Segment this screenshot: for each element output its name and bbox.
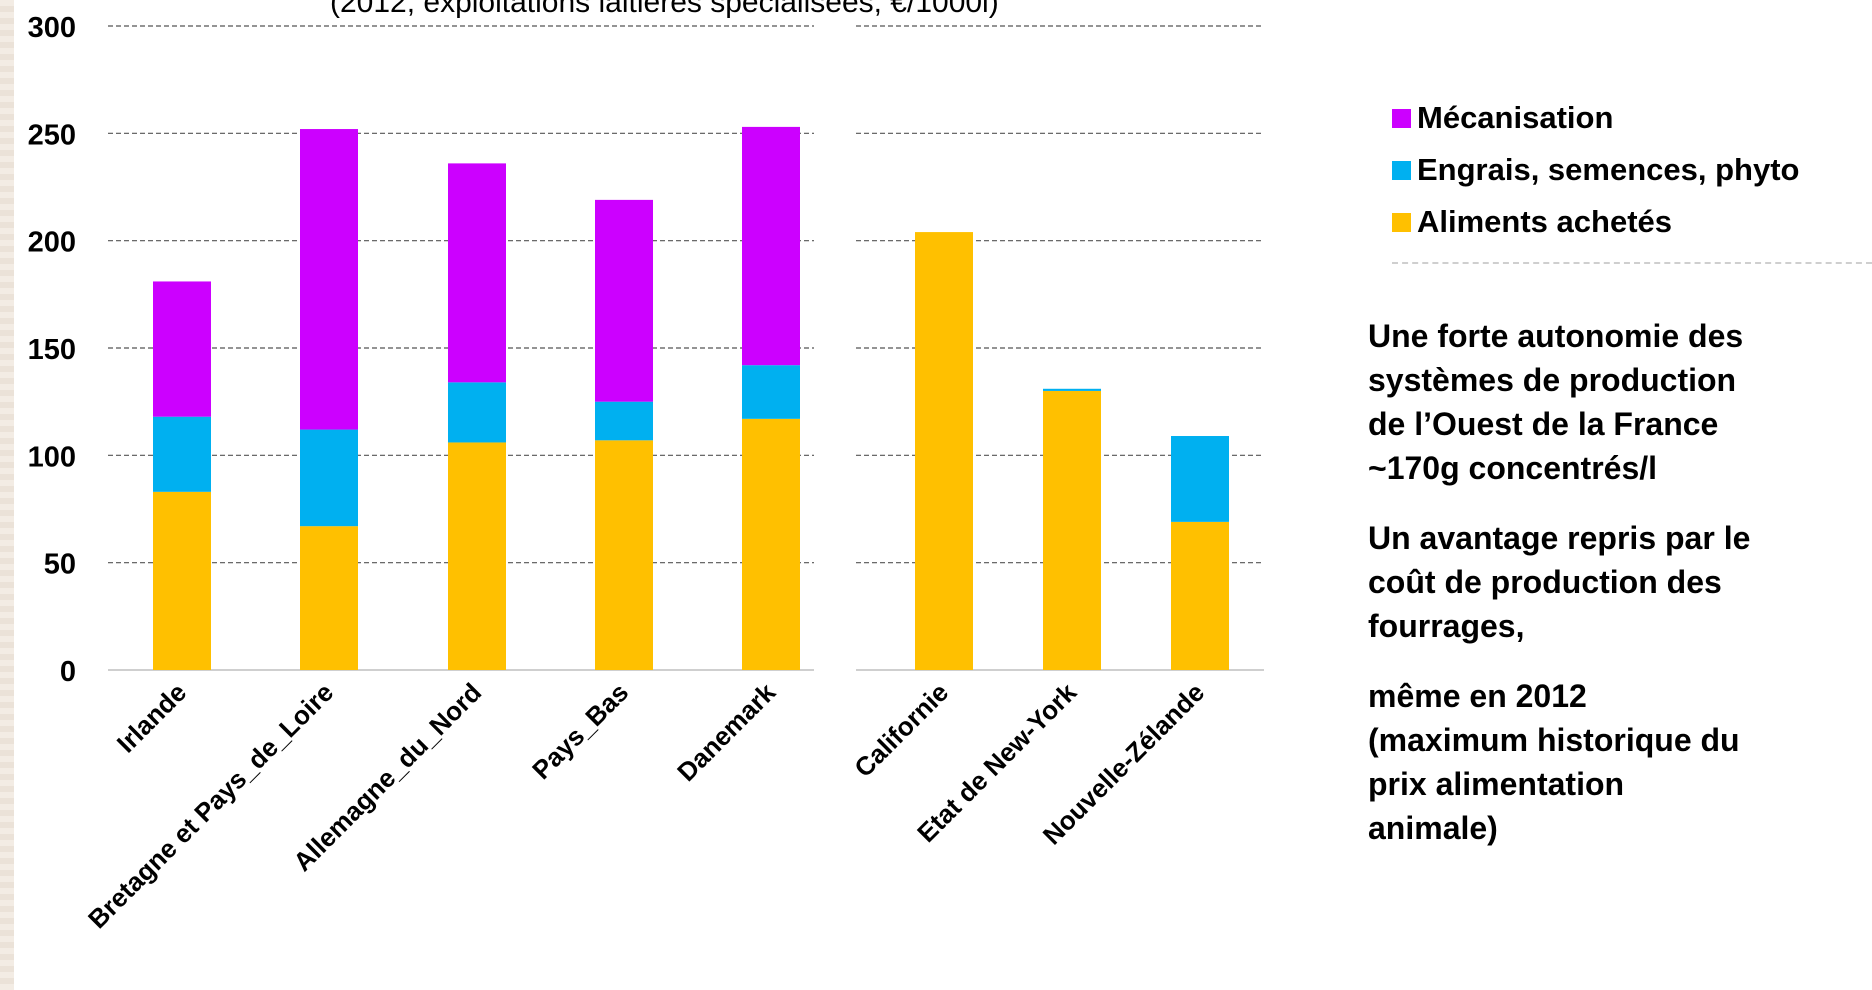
legend-label: Engrais, semences, phyto [1417, 152, 1800, 187]
legend-item-aliments: Aliments achetés [1392, 196, 1799, 248]
bar-2-7 [1043, 388, 1101, 391]
bar-3-4 [595, 199, 653, 402]
bar-2-2 [300, 429, 358, 527]
bar-2-5 [742, 365, 800, 419]
y-tick-label: 0 [60, 656, 76, 688]
bar-1-8 [1171, 521, 1229, 670]
annotation-paragraph-2012: même en 2012 (maximum historique du prix… [1368, 678, 1740, 846]
legend-swatch-engrais [1392, 160, 1411, 180]
chart-subtitle: (2012, exploitations laitières spécialis… [330, 0, 999, 19]
bar-1-1 [153, 491, 211, 670]
bar-1-4 [595, 440, 653, 670]
annotation-paragraph-autonomie: Une forte autonomie des systèmes de prod… [1368, 318, 1744, 486]
bar-1-5 [742, 418, 800, 670]
bar-2-8 [1171, 436, 1229, 522]
x-tick-label: Bretagne et Pays_de_Loire [82, 677, 339, 934]
annotation-text: Une forte autonomie des systèmes de prod… [1368, 314, 1872, 876]
y-tick-label: 200 [28, 227, 76, 259]
legend-label: Aliments achetés [1417, 204, 1672, 239]
legend-item-mecanisation: Mécanisation [1392, 92, 1799, 144]
annotation-paragraph-avantage: Un avantage repris par le coût de produc… [1368, 520, 1751, 644]
legend-divider [1392, 262, 1872, 264]
x-tick-label: Pays_Bas [526, 677, 634, 785]
y-tick-label: 300 [28, 12, 76, 44]
bar-2-3 [448, 382, 506, 443]
bar-1-6 [915, 232, 973, 670]
x-tick-label: Danemark [671, 677, 782, 788]
y-tick-label: 50 [44, 549, 76, 581]
bar-2-4 [595, 401, 653, 441]
bar-3-2 [300, 129, 358, 430]
bar-1-3 [448, 442, 506, 670]
bar-1-2 [300, 526, 358, 670]
legend-swatch-mecanisation [1392, 108, 1411, 128]
bar-1-7 [1043, 390, 1101, 670]
chart-legend: Mécanisation Engrais, semences, phyto Al… [1392, 92, 1799, 248]
x-tick-label: Californie [848, 677, 954, 783]
legend-item-engrais: Engrais, semences, phyto [1392, 144, 1799, 196]
page-border [0, 0, 14, 990]
bar-3-5 [742, 126, 800, 366]
x-tick-label: Irlande [111, 677, 192, 758]
bar-2-1 [153, 416, 211, 492]
legend-swatch-aliments [1392, 212, 1411, 232]
y-tick-label: 250 [28, 119, 76, 151]
bar-3-1 [153, 281, 211, 417]
y-tick-label: 100 [28, 441, 76, 473]
bar-3-3 [448, 163, 506, 383]
y-tick-label: 150 [28, 334, 76, 366]
legend-label: Mécanisation [1417, 100, 1614, 135]
